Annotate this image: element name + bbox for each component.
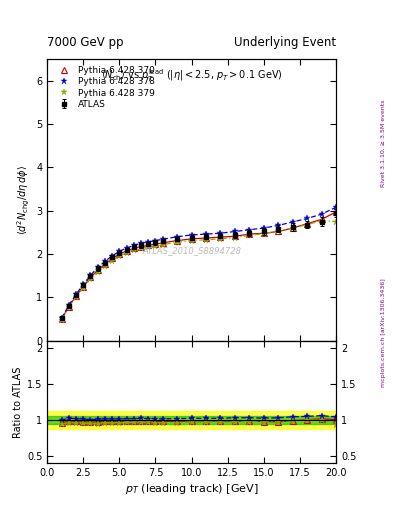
Pythia 6.428 379 xyxy=(139,245,143,251)
Pythia 6.428 378 xyxy=(132,242,136,248)
Pythia 6.428 370 xyxy=(233,233,237,239)
Pythia 6.428 370 xyxy=(261,230,266,237)
Pythia 6.428 379 xyxy=(95,269,100,275)
Pythia 6.428 378 xyxy=(175,233,180,240)
Pythia 6.428 370 xyxy=(189,236,194,242)
Pythia 6.428 370 xyxy=(146,242,151,248)
Pythia 6.428 379 xyxy=(160,242,165,248)
Pythia 6.428 379 xyxy=(276,228,281,234)
Pythia 6.428 378 xyxy=(88,272,93,279)
Text: Rivet 3.1.10, ≥ 3.5M events: Rivet 3.1.10, ≥ 3.5M events xyxy=(381,100,386,187)
Pythia 6.428 379 xyxy=(124,250,129,256)
Line: Pythia 6.428 370: Pythia 6.428 370 xyxy=(59,209,339,322)
Pythia 6.428 378 xyxy=(81,281,86,287)
Pythia 6.428 378 xyxy=(189,232,194,238)
Pythia 6.428 370 xyxy=(290,225,295,231)
Pythia 6.428 378 xyxy=(276,222,281,228)
Pythia 6.428 379 xyxy=(319,218,324,224)
Text: $\langle N_\mathrm{ch}\rangle$ vs $p_T^\mathrm{lead}$ ($|\eta| < 2.5$, $p_T > 0.: $\langle N_\mathrm{ch}\rangle$ vs $p_T^\… xyxy=(101,68,283,84)
Pythia 6.428 379 xyxy=(290,225,295,231)
Pythia 6.428 378 xyxy=(117,248,122,254)
Pythia 6.428 370 xyxy=(276,228,281,234)
Pythia 6.428 378 xyxy=(334,204,338,210)
Pythia 6.428 370 xyxy=(88,274,93,281)
Pythia 6.428 379 xyxy=(204,237,208,243)
Pythia 6.428 378 xyxy=(160,236,165,242)
Pythia 6.428 370 xyxy=(160,240,165,246)
Pythia 6.428 378 xyxy=(261,225,266,231)
Text: ATLAS_2010_S8894728: ATLAS_2010_S8894728 xyxy=(142,246,241,255)
Pythia 6.428 378 xyxy=(124,245,129,251)
Pythia 6.428 378 xyxy=(146,239,151,245)
X-axis label: $p_T$ (leading track) [GeV]: $p_T$ (leading track) [GeV] xyxy=(125,482,259,497)
Pythia 6.428 378 xyxy=(74,291,79,297)
Pythia 6.428 370 xyxy=(153,241,158,247)
Pythia 6.428 370 xyxy=(59,316,64,322)
Pythia 6.428 370 xyxy=(334,209,338,215)
Pythia 6.428 378 xyxy=(103,259,107,265)
Pythia 6.428 370 xyxy=(110,255,114,262)
Pythia 6.428 379 xyxy=(189,238,194,244)
Text: Underlying Event: Underlying Event xyxy=(234,36,336,49)
Pythia 6.428 370 xyxy=(74,293,79,299)
Pythia 6.428 379 xyxy=(66,304,71,310)
Pythia 6.428 370 xyxy=(319,216,324,222)
Pythia 6.428 378 xyxy=(290,219,295,225)
Pythia 6.428 379 xyxy=(59,316,64,323)
Pythia 6.428 370 xyxy=(305,221,310,227)
Pythia 6.428 379 xyxy=(175,239,180,245)
Pythia 6.428 378 xyxy=(305,216,310,222)
Pythia 6.428 370 xyxy=(204,235,208,241)
Pythia 6.428 370 xyxy=(103,261,107,267)
Pythia 6.428 379 xyxy=(146,244,151,250)
Pythia 6.428 379 xyxy=(117,253,122,259)
Text: mcplots.cern.ch [arXiv:1306.3436]: mcplots.cern.ch [arXiv:1306.3436] xyxy=(381,279,386,387)
Pythia 6.428 379 xyxy=(261,230,266,237)
Text: 7000 GeV pp: 7000 GeV pp xyxy=(47,36,124,49)
Y-axis label: Ratio to ATLAS: Ratio to ATLAS xyxy=(13,367,23,438)
Pythia 6.428 379 xyxy=(218,236,223,242)
Y-axis label: $\langle d^2 N_\mathrm{chg}/d\eta\,d\phi \rangle$: $\langle d^2 N_\mathrm{chg}/d\eta\,d\phi… xyxy=(16,165,32,235)
Pythia 6.428 370 xyxy=(247,231,252,237)
Pythia 6.428 378 xyxy=(59,315,64,322)
Pythia 6.428 370 xyxy=(66,304,71,310)
Pythia 6.428 379 xyxy=(153,243,158,249)
Line: Pythia 6.428 378: Pythia 6.428 378 xyxy=(59,204,339,322)
Pythia 6.428 370 xyxy=(218,234,223,240)
Pythia 6.428 378 xyxy=(247,227,252,233)
Legend: Pythia 6.428 370, Pythia 6.428 378, Pythia 6.428 379, ATLAS: Pythia 6.428 370, Pythia 6.428 378, Pyth… xyxy=(51,62,158,113)
Pythia 6.428 379 xyxy=(334,219,338,225)
Pythia 6.428 370 xyxy=(117,251,122,257)
Line: Pythia 6.428 379: Pythia 6.428 379 xyxy=(59,218,339,323)
Pythia 6.428 370 xyxy=(139,244,143,250)
Pythia 6.428 378 xyxy=(153,238,158,244)
Pythia 6.428 378 xyxy=(319,211,324,217)
Pythia 6.428 379 xyxy=(103,263,107,269)
Pythia 6.428 379 xyxy=(233,234,237,241)
Pythia 6.428 378 xyxy=(139,240,143,246)
Pythia 6.428 379 xyxy=(88,275,93,282)
Pythia 6.428 379 xyxy=(305,222,310,228)
Pythia 6.428 378 xyxy=(204,231,208,237)
Pythia 6.428 370 xyxy=(124,248,129,254)
Pythia 6.428 378 xyxy=(110,253,114,259)
Pythia 6.428 370 xyxy=(81,284,86,290)
Pythia 6.428 379 xyxy=(110,258,114,264)
Pythia 6.428 378 xyxy=(218,230,223,237)
Pythia 6.428 370 xyxy=(95,267,100,273)
Pythia 6.428 378 xyxy=(66,302,71,308)
Pythia 6.428 378 xyxy=(233,228,237,234)
Pythia 6.428 379 xyxy=(247,232,252,239)
Pythia 6.428 379 xyxy=(74,294,79,300)
Pythia 6.428 378 xyxy=(95,264,100,270)
Pythia 6.428 379 xyxy=(81,285,86,291)
Pythia 6.428 379 xyxy=(132,247,136,253)
Pythia 6.428 370 xyxy=(132,245,136,251)
Pythia 6.428 370 xyxy=(175,238,180,244)
